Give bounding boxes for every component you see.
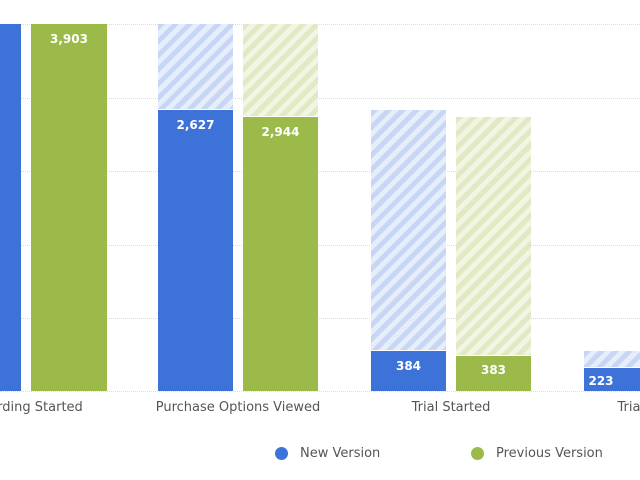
bar-purchase-prev[interactable]: 2,944 <box>243 117 318 391</box>
baseline <box>0 391 640 392</box>
legend-label: Previous Version <box>496 446 603 461</box>
bar-value: 3,903 <box>50 32 88 46</box>
bar-value: 2,944 <box>261 125 300 139</box>
gridline <box>0 98 640 99</box>
dropoff-trial-prev[interactable] <box>456 117 531 355</box>
bar-trial-prev[interactable]: 383 <box>456 356 531 391</box>
gridline <box>0 24 640 25</box>
legend-item-prev[interactable]: Previous Version <box>471 446 603 461</box>
legend-label: New Version <box>300 446 381 461</box>
category-label: Trial Started <box>411 400 491 415</box>
bar-onboarding-prev[interactable]: 3,903 <box>31 24 107 391</box>
bar-value: 384 <box>395 359 422 373</box>
bar-purchase-new[interactable]: 2,627 <box>158 110 233 391</box>
category-label: Purchase Options Viewed <box>155 400 321 415</box>
bar-value: 383 <box>480 363 507 377</box>
legend-item-new[interactable]: New Version <box>275 446 380 461</box>
legend-dot-icon <box>471 447 484 460</box>
gridline <box>0 171 640 172</box>
dropoff-purchase-prev[interactable] <box>243 24 318 116</box>
bar-trial-new[interactable]: 384 <box>371 351 446 391</box>
dropoff-trial-new[interactable] <box>371 110 446 350</box>
bar-onboarding-new[interactable] <box>0 24 21 391</box>
dropoff-trial2-new[interactable] <box>584 351 640 367</box>
gridline <box>0 318 640 319</box>
legend-dot-icon <box>275 447 288 460</box>
category-label: Tria <box>617 400 640 415</box>
dropoff-purchase-new[interactable] <box>158 24 233 109</box>
bar-value: 2,627 <box>176 118 215 132</box>
bar-trial2-new[interactable]: 223 <box>584 368 640 391</box>
bar-value: 223 <box>588 374 614 388</box>
category-label: arding Started <box>0 400 83 415</box>
gridline <box>0 245 640 246</box>
